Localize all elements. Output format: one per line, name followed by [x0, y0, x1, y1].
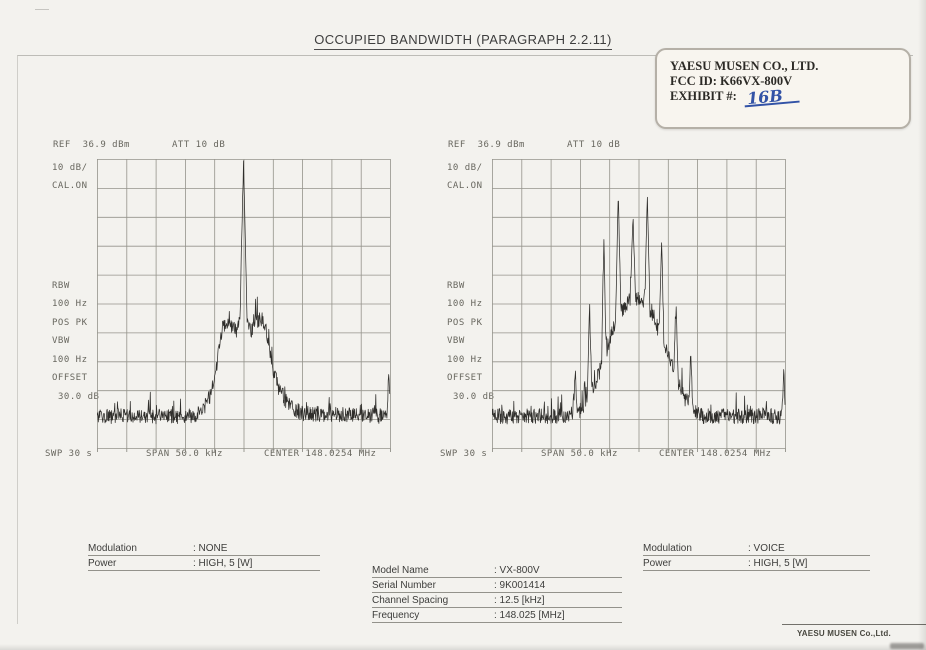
table-row-label: Channel Spacing: [372, 595, 449, 606]
offset-value: 30.0 dB: [58, 392, 100, 402]
stamp-company: YAESU MUSEN CO., LTD.: [670, 59, 819, 73]
footer-rule: [782, 624, 926, 625]
offset-label: OFFSET: [52, 373, 88, 383]
ref-level-label: REF 36.9 dBm: [448, 140, 525, 150]
fcc-stamp-box: YAESU MUSEN CO., LTD. FCC ID: K66VX-800V…: [655, 48, 911, 129]
table-row-value: : 148.025 [MHz]: [494, 610, 565, 621]
modulation-table-left: Modulation : NONE Power : HIGH, 5 [W]: [88, 541, 320, 571]
sweep-time-label: SWP 30 s: [440, 449, 488, 459]
table-row: Modulation : NONE: [88, 541, 320, 556]
vbw-value: 100 Hz: [52, 355, 88, 365]
table-row-label: Power: [88, 558, 117, 569]
table-row-label: Frequency: [372, 610, 420, 621]
table-row: Channel Spacing : 12.5 [kHz]: [372, 593, 622, 608]
modulation-table-right: Modulation : VOICE Power : HIGH, 5 [W]: [643, 541, 870, 571]
attenuation-label: ATT 10 dB: [172, 140, 226, 150]
ref-level-label: REF 36.9 dBm: [53, 140, 130, 150]
table-row-value: : VX-800V: [494, 565, 540, 576]
span-label: SPAN 50.0 kHz: [146, 449, 223, 459]
rbw-value: 100 Hz: [447, 299, 483, 309]
spectrum-plot-voice: REF 36.9 dBm ATT 10 dB 10 dB/ CAL.ON RBW…: [435, 140, 817, 472]
table-row: Model Name : VX-800V: [372, 563, 622, 578]
device-info-table: Model Name : VX-800V Serial Number : 9K0014…: [372, 563, 622, 623]
cal-status-label: CAL.ON: [447, 181, 483, 191]
span-label: SPAN 50.0 kHz: [541, 449, 618, 459]
offset-value: 30.0 dB: [453, 392, 495, 402]
table-row: Serial Number : 9K001414: [372, 578, 622, 593]
stamp-exhibit-line: EXHIBIT #: 16B: [670, 86, 909, 108]
table-row-label: Serial Number: [372, 580, 436, 591]
detector-label: POS PK: [447, 318, 483, 328]
rbw-value: 100 Hz: [52, 299, 88, 309]
scan-edge-shade: [918, 0, 926, 650]
center-frequency-label: CENTER 148.0254 MHz: [659, 449, 772, 459]
spectrum-grid-and-trace: [492, 159, 786, 452]
spectrum-trace: [97, 160, 391, 425]
page-title: OCCUPIED BANDWIDTH (PARAGRAPH 2.2.11): [314, 32, 612, 50]
table-row-value: : 12.5 [kHz]: [494, 595, 545, 606]
scan-corner-smudge: [890, 643, 924, 649]
attenuation-label: ATT 10 dB: [567, 140, 621, 150]
offset-label: OFFSET: [447, 373, 483, 383]
table-row-value: : 9K001414: [494, 580, 546, 591]
detector-label: POS PK: [52, 318, 88, 328]
scan-edge-shade: [0, 644, 926, 650]
center-frequency-label: CENTER 148.0254 MHz: [264, 449, 377, 459]
table-row-label: Modulation: [88, 543, 137, 554]
table-row: Frequency : 148.025 [MHz]: [372, 608, 622, 623]
scale-label: 10 dB/: [447, 163, 483, 173]
table-row: Power : HIGH, 5 [W]: [643, 556, 870, 571]
stamp-fcc-id: FCC ID: K66VX-800V: [670, 74, 793, 88]
vbw-label: VBW: [447, 336, 465, 346]
stamp-exhibit-label: EXHIBIT #:: [670, 89, 737, 103]
table-row-label: Modulation: [643, 543, 692, 554]
sweep-time-label: SWP 30 s: [45, 449, 93, 459]
vbw-label: VBW: [52, 336, 70, 346]
spectrum-plot-unmodulated: REF 36.9 dBm ATT 10 dB 10 dB/ CAL.ON RBW…: [40, 140, 422, 472]
scale-label: 10 dB/: [52, 163, 88, 173]
spectrum-trace: [492, 196, 786, 425]
footer-company: YAESU MUSEN Co.,Ltd.: [797, 629, 891, 638]
stamp-exhibit-handwritten-value: 16B: [743, 86, 800, 108]
table-row-value: : HIGH, 5 [W]: [193, 558, 253, 569]
table-row-value: : VOICE: [748, 543, 785, 554]
title-row: OCCUPIED BANDWIDTH (PARAGRAPH 2.2.11): [0, 31, 926, 50]
table-row: Modulation : VOICE: [643, 541, 870, 556]
table-row: Power : HIGH, 5 [W]: [88, 556, 320, 571]
table-row-label: Power: [643, 558, 672, 569]
rbw-label: RBW: [447, 281, 465, 291]
scan-artifact-mark: [35, 9, 49, 10]
spectrum-grid-and-trace: [97, 159, 391, 452]
rbw-label: RBW: [52, 281, 70, 291]
cal-status-label: CAL.ON: [52, 181, 88, 191]
vbw-value: 100 Hz: [447, 355, 483, 365]
table-row-value: : NONE: [193, 543, 228, 554]
table-row-label: Model Name: [372, 565, 429, 576]
table-row-value: : HIGH, 5 [W]: [748, 558, 808, 569]
